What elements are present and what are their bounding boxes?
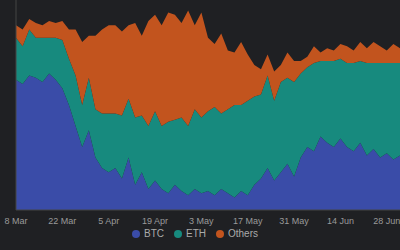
html-text:Others: Others [228, 228, 258, 239]
svg-text:19 Apr: 19 Apr [142, 216, 168, 226]
html-text:BTC: BTC [144, 228, 164, 239]
svg-text:14 Jun: 14 Jun [327, 216, 354, 226]
svg-text:31 May: 31 May [279, 216, 309, 226]
svg-text:28 Jun: 28 Jun [373, 216, 400, 226]
svg-text:8 Mar: 8 Mar [4, 216, 27, 226]
svg-text:17 May: 17 May [233, 216, 263, 226]
svg-text:3 May: 3 May [189, 216, 214, 226]
svg-text:5 Apr: 5 Apr [98, 216, 119, 226]
svg-text:22 Mar: 22 Mar [48, 216, 76, 226]
html-text:ETH: ETH [186, 228, 206, 239]
